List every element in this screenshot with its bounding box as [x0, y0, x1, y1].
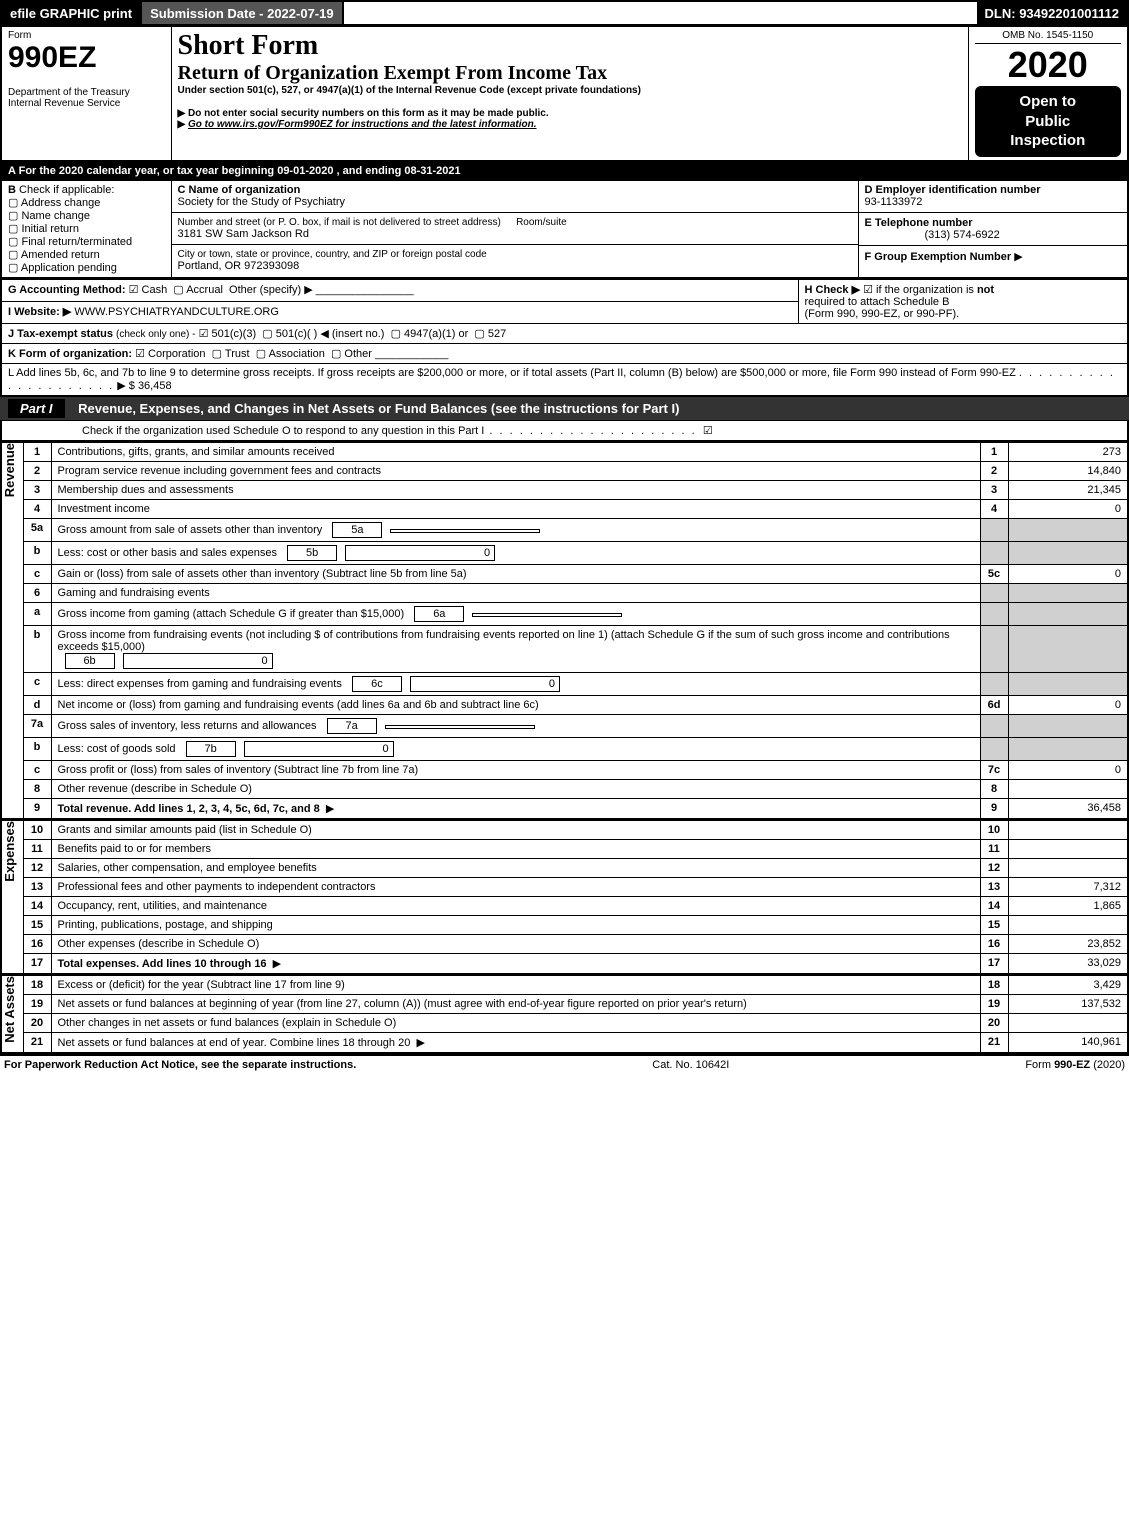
tax-year: 2020: [975, 44, 1122, 86]
net-assets-table: Net Assets 18Excess or (deficit) for the…: [0, 975, 1129, 1054]
efile-label: efile GRAPHIC print: [2, 2, 142, 24]
street-address: 3181 SW Sam Jackson Rd: [178, 228, 309, 240]
revenue-table: Revenue 1 Contributions, gifts, grants, …: [0, 442, 1129, 820]
dept-label: Department of the Treasury: [8, 87, 165, 98]
city-label: City or town, state or province, country…: [178, 249, 487, 260]
part-label: Part I: [8, 399, 65, 418]
g-label: G Accounting Method:: [8, 284, 126, 296]
line-1-value: 273: [1008, 442, 1128, 461]
b-label: Check if applicable:: [19, 184, 114, 196]
top-bar: efile GRAPHIC print Submission Date - 20…: [0, 0, 1129, 26]
footer-catalog: Cat. No. 10642I: [652, 1059, 729, 1071]
f-label: F Group Exemption Number: [865, 251, 1012, 263]
dln-label: DLN: 93492201001112: [977, 2, 1127, 24]
short-form-title: Short Form: [178, 30, 962, 62]
submission-date: Submission Date - 2022-07-19: [142, 2, 344, 24]
form-number: 990EZ: [8, 41, 165, 75]
irs-label: Internal Revenue Service: [8, 98, 165, 109]
footer-right: Form 990-EZ (2020): [1025, 1059, 1125, 1071]
j-label: J Tax-exempt status: [8, 328, 113, 340]
return-title: Return of Organization Exempt From Incom…: [178, 62, 962, 85]
omb-label: OMB No. 1545-1150: [975, 30, 1122, 44]
h-label: H Check ▶: [805, 284, 861, 296]
ein: 93-1133972: [865, 196, 923, 208]
l-text: L Add lines 5b, 6c, and 7b to line 9 to …: [8, 367, 1016, 379]
net-assets-section-label: Net Assets: [2, 976, 17, 1043]
l-value: $ 36,458: [129, 380, 172, 392]
page-footer: For Paperwork Reduction Act Notice, see …: [0, 1054, 1129, 1074]
d-label: D Employer identification number: [865, 184, 1041, 196]
part-i-header: Part I Revenue, Expenses, and Changes in…: [0, 397, 1129, 420]
expenses-section-label: Expenses: [2, 821, 17, 882]
part-i-check: Check if the organization used Schedule …: [0, 420, 1129, 442]
entity-info-table: B Check if applicable: ▢ Address change …: [0, 180, 1129, 279]
footer-left: For Paperwork Reduction Act Notice, see …: [4, 1059, 356, 1071]
expenses-table: Expenses 10Grants and similar amounts pa…: [0, 820, 1129, 975]
c-label: C Name of organization: [178, 184, 301, 196]
phone: (313) 574-6922: [865, 229, 1000, 241]
i-label: I Website: ▶: [8, 306, 71, 318]
room-label: Room/suite: [516, 217, 567, 228]
addr-label: Number and street (or P. O. box, if mail…: [178, 217, 501, 228]
form-label: Form: [8, 30, 165, 41]
e-label: E Telephone number: [865, 217, 973, 229]
section-a-bar: A For the 2020 calendar year, or tax yea…: [0, 162, 1129, 180]
warn2: Go to www.irs.gov/Form990EZ for instruct…: [188, 119, 537, 130]
warn1: Do not enter social security numbers on …: [188, 108, 549, 119]
revenue-section-label: Revenue: [2, 443, 17, 497]
ghijkl-table: G Accounting Method: ☑ Cash ▢ Accrual Ot…: [0, 279, 1129, 397]
k-label: K Form of organization:: [8, 348, 132, 360]
org-name: Society for the Study of Psychiatry: [178, 196, 346, 208]
website: WWW.PSYCHIATRYANDCULTURE.ORG: [74, 306, 279, 318]
subtitle: Under section 501(c), 527, or 4947(a)(1)…: [178, 85, 962, 96]
city-state-zip: Portland, OR 972393098: [178, 260, 300, 272]
open-to-public: Open to Public Inspection: [975, 86, 1122, 157]
form-header-table: Form 990EZ Department of the Treasury In…: [0, 26, 1129, 162]
